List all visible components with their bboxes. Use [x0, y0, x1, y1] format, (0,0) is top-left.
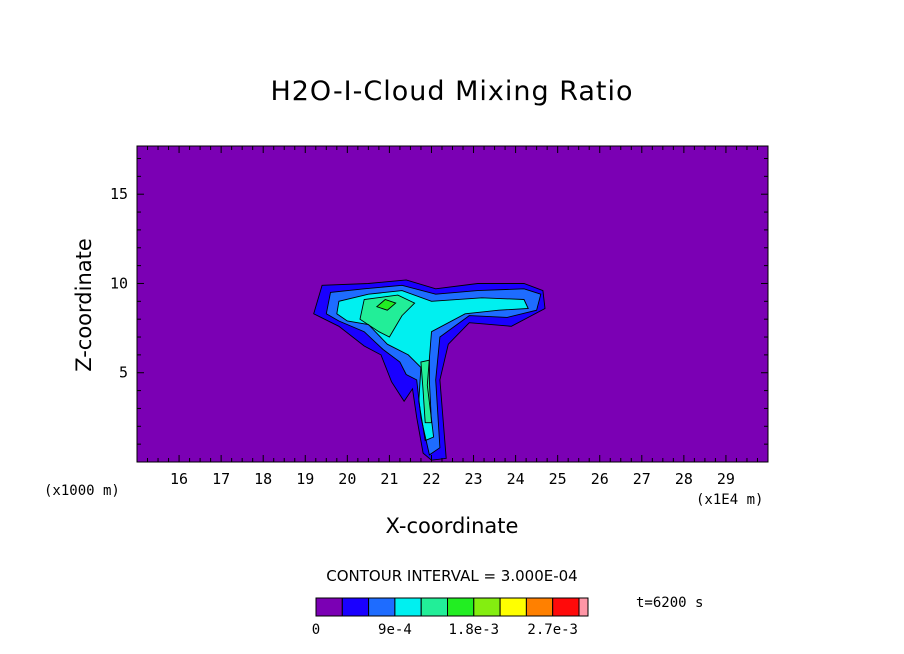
contour-line-3	[336, 290, 529, 442]
colorbar-swatch	[499, 597, 527, 617]
colorbar-swatch	[420, 597, 449, 617]
x-tick-label: 17	[212, 470, 230, 488]
y-tick-label: 10	[110, 274, 128, 292]
colorbar-label: 9e-4	[378, 622, 412, 638]
contour-line-5	[420, 359, 432, 424]
contour-fills	[137, 146, 768, 462]
x-axis-label: X-coordinate	[385, 514, 519, 538]
plot-axes: 16 17 18 19 20 21 22 23 24 25 26 27 28 29 5 10 15	[110, 145, 769, 488]
x-tick-label: 20	[338, 470, 356, 488]
x-tick-label: 24	[507, 470, 525, 488]
contour-region-5	[420, 360, 432, 423]
chart-title: H2O-I-Cloud Mixing Ratio	[270, 76, 634, 107]
contour-region-6	[376, 299, 396, 311]
contour-line-1	[313, 279, 546, 461]
colorbar-label: 0	[312, 622, 320, 638]
x-tick-label: 22	[422, 470, 440, 488]
x-tick-label: 29	[717, 470, 735, 488]
colorbar-swatch	[473, 597, 501, 617]
colorbar-label: 2.7e-3	[527, 622, 578, 638]
colorbar: 0 9e-4 1.8e-3 2.7e-3	[312, 597, 589, 638]
contour-line-6	[375, 298, 397, 311]
contour-lines	[313, 279, 546, 461]
contour-interval-label: CONTOUR INTERVAL = 3.000E-04	[326, 567, 578, 585]
colorbar-swatch	[341, 597, 370, 617]
colorbar-swatch	[578, 597, 589, 617]
x-tick-label: 28	[675, 470, 693, 488]
x-tick-label: 23	[465, 470, 483, 488]
x-tick-label: 18	[254, 470, 272, 488]
y-axis-label: Z-coordinate	[72, 238, 96, 372]
time-label: t=6200 s	[636, 595, 704, 611]
colorbar-swatch	[368, 597, 396, 617]
colorbar-swatch	[394, 597, 422, 617]
contour-line-2	[325, 284, 542, 456]
y-tick-label: 15	[110, 185, 128, 203]
x-tick-label: 16	[170, 470, 188, 488]
x-unit-note: (x1000 m)	[44, 483, 120, 499]
colorbar-label: 1.8e-3	[449, 622, 500, 638]
x-tick-label: 27	[633, 470, 651, 488]
x-tick-label: 26	[591, 470, 609, 488]
colorbar-swatch	[525, 597, 554, 617]
contour-line-4	[359, 294, 416, 338]
colorbar-swatch	[315, 597, 343, 617]
contour-region-4	[360, 295, 415, 337]
y-tick-label: 5	[119, 364, 128, 382]
colorbar-swatch	[552, 597, 580, 617]
colorbar-swatch	[447, 597, 475, 617]
x-scale-note: (x1E4 m)	[696, 492, 764, 508]
x-tick-label: 21	[380, 470, 398, 488]
x-tick-label: 19	[296, 470, 314, 488]
x-tick-label: 25	[549, 470, 567, 488]
